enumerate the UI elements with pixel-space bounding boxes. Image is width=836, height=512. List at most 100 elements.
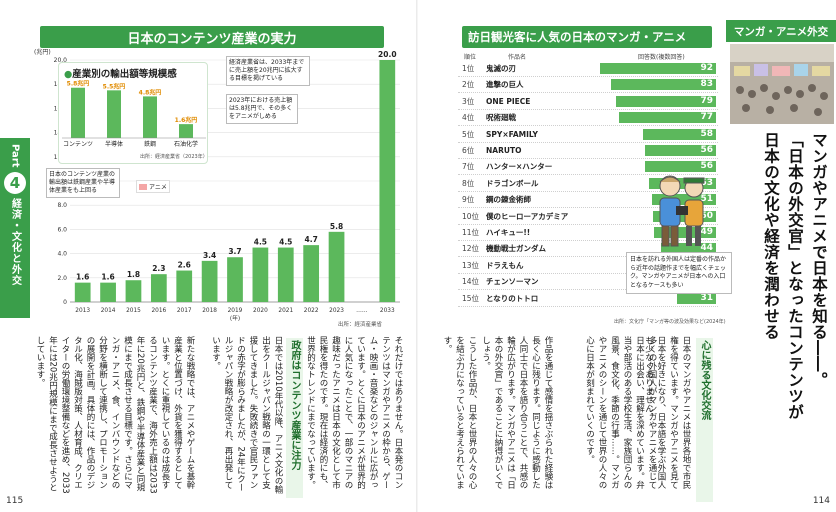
ranking-bar: 56	[645, 145, 716, 156]
title-label: 進撃の巨人	[486, 80, 524, 90]
ranking-value: 77	[700, 112, 713, 123]
ranking-value: 31	[700, 292, 713, 303]
rank-label: 12位	[462, 244, 480, 254]
ranking-row: 1位 鬼滅の刃 92	[458, 62, 718, 77]
rank-label: 9位	[462, 195, 475, 205]
title-label: NARUTO	[486, 146, 522, 155]
left-body-col2: 日本では2010年代以降、アニメ文化の輸出をクールジャパン戦略の一環として支援し…	[210, 336, 284, 494]
x-tick-label: 2019	[228, 308, 243, 314]
ranking-bar: 79	[616, 95, 716, 107]
rank-label: 14位	[462, 277, 480, 287]
ranking-value: 50	[700, 210, 713, 221]
row-divider	[458, 125, 718, 127]
row-divider	[458, 289, 718, 291]
title-label: ONE PIECE	[486, 96, 531, 106]
ranking-value: 56	[700, 161, 713, 172]
row-divider	[458, 305, 718, 307]
title-label: チェンソーマン	[486, 277, 539, 287]
inset-title: ●産業別の輸出額等規模感	[64, 66, 177, 80]
bar-total	[100, 282, 116, 302]
row-divider	[458, 223, 718, 225]
inset-value-label: 5.5兆円	[103, 82, 126, 90]
legend-anime: アニメ	[136, 180, 170, 193]
x-tick-label: 2014	[101, 308, 116, 314]
left-body-col3: 新たな戦略では、アニメやゲームを基幹産業と位置づけ、外貨を獲得するとしています。…	[35, 336, 195, 494]
bar-total	[125, 280, 142, 302]
title-label: ハイキュー!!	[486, 228, 531, 237]
part-label: Part	[9, 144, 21, 168]
right-body-col3: 作品を通じて感情を揺さぶられた経験は長く心に残ります。同じように感動した人同士で…	[480, 336, 554, 489]
title-label: 機動戦士ガンダム	[486, 244, 546, 254]
title-label: となりのトトロ	[486, 293, 539, 303]
ranking-row: 5位 SPY×FAMILY 58	[458, 128, 718, 143]
x-tick-label: 2023	[329, 308, 344, 314]
bar-value-label: 1.8	[127, 270, 140, 279]
tourist-illustration	[659, 175, 705, 247]
y-tick-label: 0	[63, 299, 67, 306]
rank-label: 15位	[462, 293, 480, 303]
part-tab: Part 4 経済・文化と外交	[0, 138, 30, 318]
title-label: ハンター×ハンター	[486, 162, 553, 172]
ranking-value: 58	[700, 128, 713, 139]
row-divider	[458, 92, 718, 94]
rank-label: 2位	[462, 80, 475, 90]
ranking-bar: 49	[654, 227, 716, 238]
row-divider	[458, 240, 718, 241]
ranking-value: 44	[700, 243, 713, 254]
bar-value-label: 1.6	[101, 273, 114, 282]
inset-bar	[107, 90, 121, 138]
ranking-bar: 51	[651, 194, 716, 206]
row-divider	[458, 108, 718, 110]
title-label: 鬼滅の刃	[486, 64, 516, 73]
row-divider	[458, 76, 718, 77]
ranking-value: 83	[700, 79, 713, 90]
annotation-left: 日本のコンテンツ産業の輸出額は鉄鋼産業や半導体産業をも上回る	[46, 168, 120, 198]
ranking-chart: 1位 鬼滅の刃 92 2位 進撃の巨人 83 3位 ONE PIECE 79 4位 呪術廻戦 77 5位…	[458, 62, 718, 314]
x-tick-label: 2022	[304, 308, 319, 314]
bar-value-label: 3.4	[203, 251, 216, 260]
ranking-value: 51	[700, 194, 713, 205]
part-number: 4	[4, 171, 26, 194]
left-subhead: 政府はコンテンツ産業に注力	[286, 338, 303, 498]
inset-category-label: 石油化学	[174, 140, 198, 148]
inset-value-label: 1.6兆円	[175, 116, 198, 124]
x-unit: (年)	[230, 314, 240, 322]
section-title: 日本のコンテンツ産業の実力	[40, 26, 384, 48]
title-label: ドラえもん	[486, 260, 524, 270]
x-tick-label: ……	[356, 308, 368, 314]
inset-title-text: 産業別の輸出額等規模感	[72, 69, 177, 80]
legend-anime-label: アニメ	[149, 184, 167, 191]
left-page: 日本のコンテンツ産業の実力 Part 4 経済・文化と外交 (兆円) 0 2.0 4.…	[0, 26, 404, 506]
inset-category-label: 半導体	[105, 140, 123, 148]
row-divider	[458, 141, 718, 143]
bar-value-label: 5.8	[330, 222, 343, 231]
bar-value-label: 20.0	[378, 50, 397, 59]
bar-value-label: 4.7	[305, 235, 318, 244]
ranking-bar: 92	[600, 63, 716, 74]
ranking-bar: 31	[676, 292, 716, 304]
rank-label: 11位	[462, 228, 480, 237]
ranking-row: 12位 機動戦士ガンダム 44	[458, 242, 718, 258]
ranking-row: 11位 ハイキュー!! 49	[458, 226, 718, 241]
y-tick-label: 8.0	[57, 202, 67, 209]
bar-value-label: 1.6	[76, 273, 89, 282]
title-label: 呪術廻戦	[486, 113, 516, 123]
x-tick-label: 2018	[202, 308, 217, 314]
y-tick-label: 2.0	[57, 275, 67, 282]
bar-value-label: 2.6	[178, 261, 191, 270]
bar-value-label: 3.7	[228, 247, 241, 256]
legend-swatch	[139, 183, 147, 190]
ranking-source: 出所：文化庁「マンガ等の波及効果など(2024年)	[614, 319, 726, 325]
x-tick-label: 2016	[151, 308, 166, 314]
rank-label: 5位	[462, 129, 475, 139]
row-divider	[458, 272, 718, 274]
col-votes-header: 回答数(複数回答)	[638, 54, 685, 61]
y-tick-label: 6.0	[57, 226, 67, 233]
ranking-value: 92	[700, 63, 713, 73]
bar-total	[303, 245, 320, 302]
headline-2: 「日本の外交官」となったコンテンツが	[786, 132, 804, 420]
left-body-col1: それだけではありません。日本発のコンテンツはマンガやアニメの枠から、ゲーム・映画…	[305, 336, 404, 489]
ranking-row: 6位 NARUTO 56	[458, 144, 718, 159]
ranking-bar: 44	[660, 243, 716, 255]
